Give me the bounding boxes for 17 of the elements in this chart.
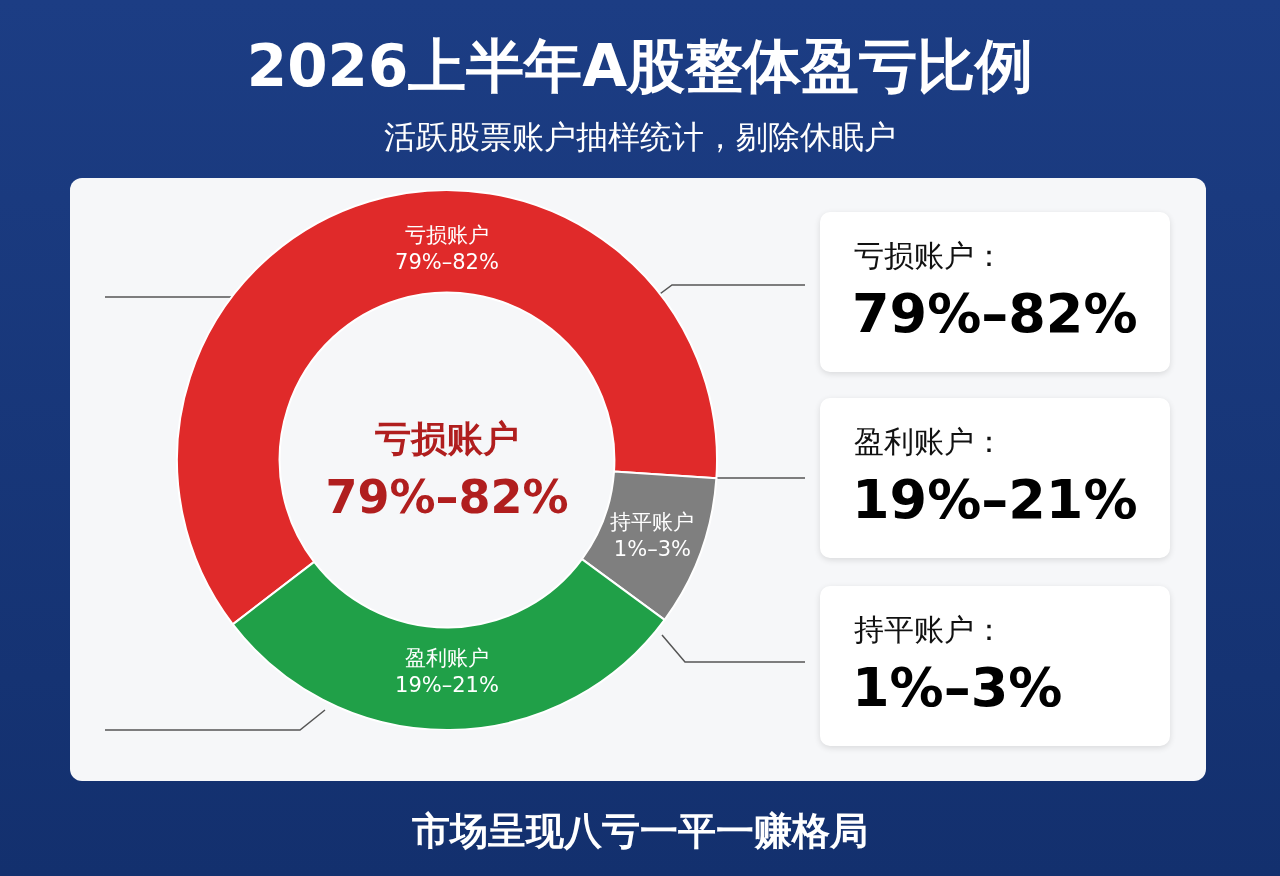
text: 79%–82% (395, 250, 499, 275)
slice-label: 持平账户 (610, 509, 695, 534)
text: 市场呈现八亏一平一赚格局 (411, 808, 869, 855)
chart-subtitle: 活跃股票账户抽样统计，剔除休眠户 (383, 117, 897, 158)
text: 79%–82% (852, 282, 1138, 345)
text: 持平账户： (854, 611, 1004, 649)
text: 19%–21% (852, 468, 1138, 531)
text: 1%–3% (613, 536, 691, 561)
chart-title: 2026上半年A股整体盈亏比例 (245, 31, 1035, 102)
text: 盈利账户： (854, 423, 1004, 461)
text: 19%–21% (395, 673, 499, 698)
text: 79%–82% (324, 470, 570, 524)
text: 1%–3% (852, 656, 1063, 719)
text: 亏损账户 (374, 417, 520, 461)
slice-label: 盈利账户 (405, 645, 489, 670)
slice-label: 亏损账户 (405, 222, 489, 247)
text: 亏损账户： (854, 237, 1004, 275)
